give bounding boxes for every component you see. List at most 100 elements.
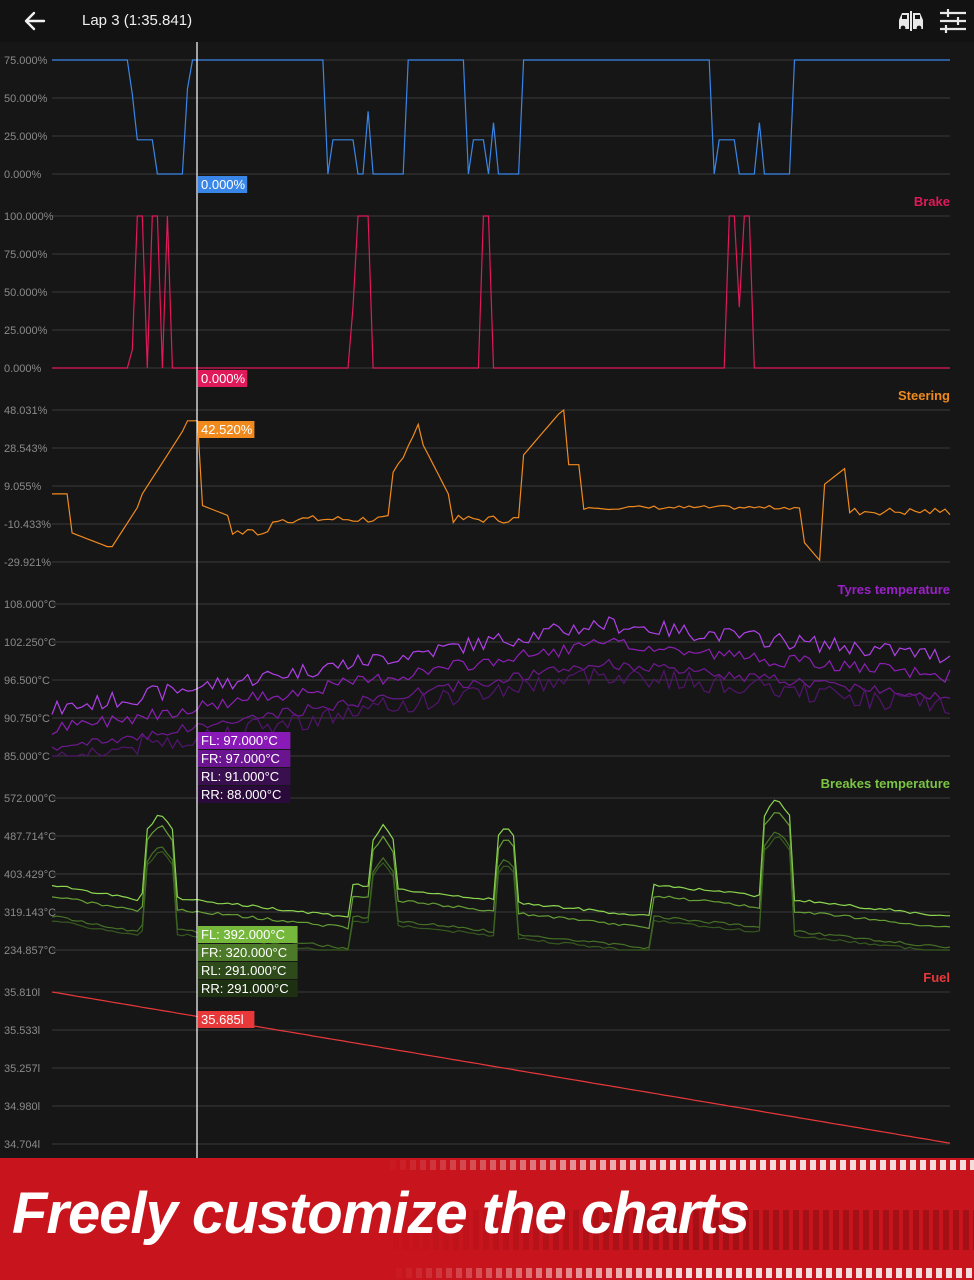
tyres-chart: Tyres temperature 108.000°C 102.250°C 96.50…	[4, 582, 951, 763]
brake-temp-readout-0: FL: 392.000°C	[198, 926, 298, 943]
y-tick-label: 319.143°C	[4, 907, 56, 919]
y-tick-label: 102.250°C	[4, 637, 56, 649]
tyre-readout-1-bg	[198, 750, 291, 767]
brake-temp-readout-0-text: FL: 392.000°C	[201, 927, 285, 942]
y-tick-label: 25.000%	[4, 131, 48, 143]
tyre-readout-3: RR: 88.000°C	[198, 786, 291, 803]
tread-mark	[916, 1268, 922, 1278]
tyre-readout-3-text: RR: 88.000°C	[201, 787, 281, 802]
y-tick-label: 75.000%	[4, 55, 48, 67]
y-tick-label: 35.810l	[4, 987, 40, 999]
tread-mark	[933, 1210, 939, 1250]
fuel-chart: Fuel 35.810l 35.533l 35.257l 34.980l 34.704l	[4, 970, 951, 1151]
telemetry-charts[interactable]: 75.000% 50.000% 25.000% 0.000% Brake 100.000%…	[0, 42, 974, 1158]
tread-mark	[866, 1268, 872, 1278]
tread-mark	[850, 1160, 856, 1170]
tyre-readout-2-bg	[198, 768, 291, 785]
tread-mark	[796, 1268, 802, 1278]
tread-mark	[700, 1160, 706, 1170]
tread-mark	[823, 1210, 829, 1250]
tread-mark	[600, 1160, 606, 1170]
tyre-readout-3-bg	[198, 786, 291, 803]
tread-mark	[730, 1160, 736, 1170]
brake-temp-readout-1-text: FR: 320.000°C	[201, 945, 287, 960]
tread-mark	[640, 1160, 646, 1170]
tread-mark	[510, 1160, 516, 1170]
rr-brakes_temp-line	[51, 836, 950, 951]
brake-temp-readout-2: RL: 291.000°C	[198, 962, 298, 979]
y-tick-label: 48.031%	[4, 405, 48, 417]
tread-mark	[406, 1268, 412, 1278]
y-tick-label: 28.543%	[4, 443, 48, 455]
tread-mark	[673, 1210, 679, 1250]
brake-temp-readout-3-bg	[198, 980, 298, 997]
tread-mark	[746, 1268, 752, 1278]
tread-mark	[953, 1210, 959, 1250]
brake-temp-readout-0-bg	[198, 926, 298, 943]
tread-mark	[563, 1210, 569, 1250]
y-tick-label: 0.000%	[4, 169, 42, 181]
tread-mark	[833, 1210, 839, 1250]
fuel-readout: 35.685l	[198, 1011, 255, 1028]
tread-mark	[550, 1160, 556, 1170]
promo-banner: Freely customize the charts	[0, 1158, 974, 1280]
brake-line	[52, 215, 950, 369]
tread-mark	[683, 1210, 689, 1250]
tread-mark	[416, 1268, 422, 1278]
tread-mark	[900, 1160, 906, 1170]
tread-mark	[726, 1268, 732, 1278]
tread-mark	[596, 1268, 602, 1278]
compare-cars-icon[interactable]	[896, 8, 926, 34]
tread-mark	[880, 1160, 886, 1170]
tyre-readout-1-text: FR: 97.000°C	[201, 751, 280, 766]
sliders-settings-icon[interactable]	[938, 8, 968, 34]
tread-mark	[740, 1160, 746, 1170]
fuel-title: Fuel	[923, 970, 950, 985]
tread-mark	[736, 1268, 742, 1278]
y-tick-label: 487.714°C	[4, 831, 56, 843]
tread-mark	[523, 1210, 529, 1250]
tread-mark	[963, 1210, 969, 1250]
tread-mark	[756, 1268, 762, 1278]
tread-mark	[663, 1210, 669, 1250]
tread-mark	[666, 1268, 672, 1278]
tread-mark	[950, 1160, 956, 1170]
tread-mark	[630, 1160, 636, 1170]
tread-mark	[773, 1210, 779, 1250]
tread-mark	[460, 1160, 466, 1170]
tread-mark	[390, 1160, 396, 1170]
tread-mark	[693, 1210, 699, 1250]
tyre-readout-2: RL: 91.000°C	[198, 768, 291, 785]
brakes_temp-chart: Breakes temperature 572.000°C 487.714°C 403…	[4, 776, 951, 957]
tread-mark	[440, 1160, 446, 1170]
steering-line	[52, 408, 951, 562]
brakes_temp-title: Breakes temperature	[821, 776, 950, 791]
tread-mark	[896, 1268, 902, 1278]
brake-temp-readout-2-text: RL: 291.000°C	[201, 963, 286, 978]
tread-mark	[626, 1268, 632, 1278]
tread-mark	[453, 1210, 459, 1250]
tread-mark	[420, 1160, 426, 1170]
tread-mark	[463, 1210, 469, 1250]
fl-tyres-line	[51, 616, 951, 716]
tread-mark	[970, 1160, 974, 1170]
y-tick-label: 234.857°C	[4, 945, 56, 957]
tread-mark	[500, 1160, 506, 1170]
tread-mark	[580, 1160, 586, 1170]
tread-mark	[743, 1210, 749, 1250]
tread-mark	[886, 1268, 892, 1278]
tread-mark	[883, 1210, 889, 1250]
tread-mark	[430, 1160, 436, 1170]
tread-mark	[490, 1160, 496, 1170]
y-tick-label: 50.000%	[4, 287, 48, 299]
tread-mark	[876, 1268, 882, 1278]
back-arrow-icon[interactable]	[22, 8, 48, 34]
tread-mark	[840, 1160, 846, 1170]
tread-mark	[720, 1160, 726, 1170]
tread-mark	[553, 1210, 559, 1250]
tread-mark	[466, 1268, 472, 1278]
y-tick-label: 85.000°C	[4, 751, 50, 763]
brake-chart: Brake 100.000% 75.000% 50.000% 25.000% 0.000%	[4, 194, 950, 375]
tread-mark	[776, 1268, 782, 1278]
brake-readout-bg	[198, 370, 248, 387]
